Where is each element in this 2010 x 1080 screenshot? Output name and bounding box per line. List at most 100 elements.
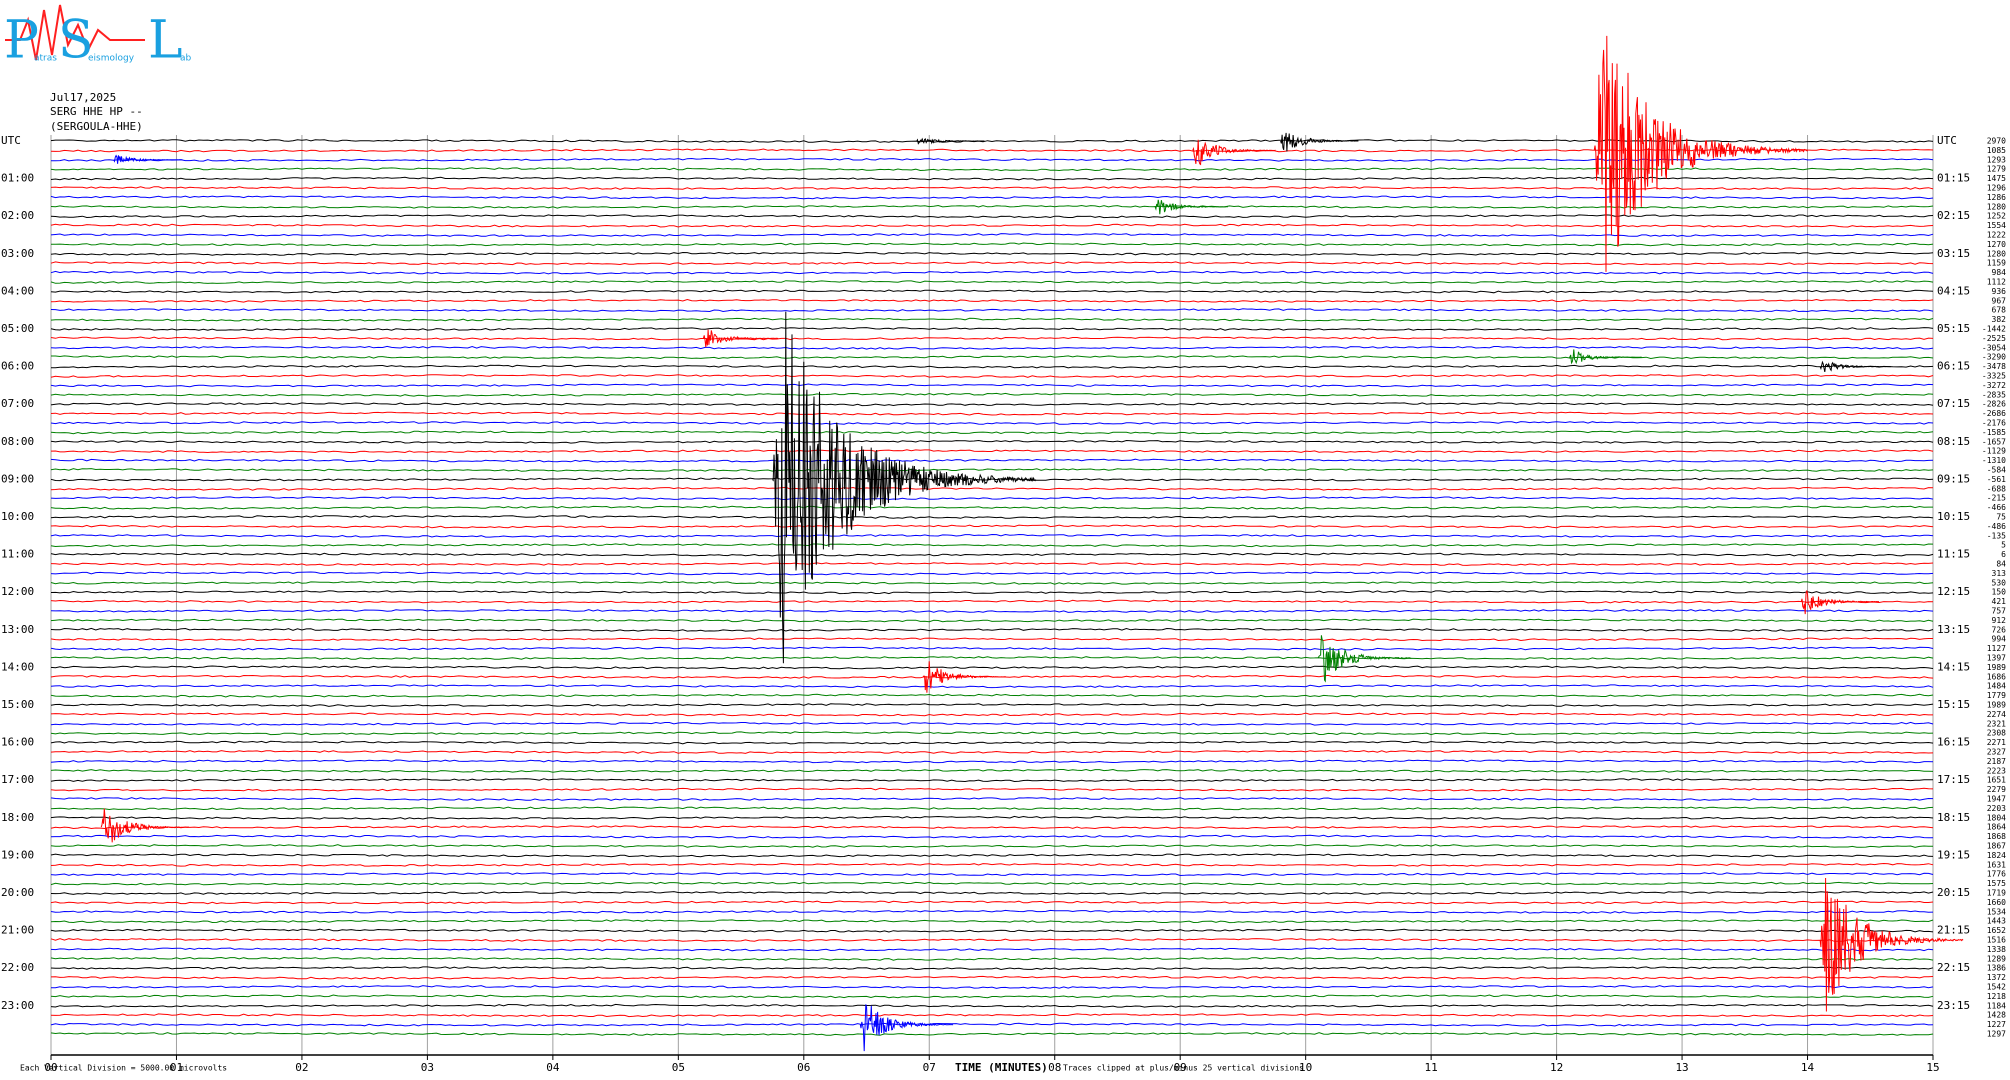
trace: [50, 740, 1934, 745]
trace: [50, 599, 1934, 604]
trace: [50, 947, 1934, 952]
trace-value: 1719: [1987, 889, 2006, 898]
trace: [50, 458, 1934, 463]
x-tick-label: 02: [295, 1061, 308, 1074]
trace: [50, 684, 1934, 689]
left-time-label: 10:00: [1, 510, 34, 523]
trace: [50, 778, 1933, 783]
trace: [50, 515, 1934, 519]
right-time-label: 16:15: [1937, 736, 1970, 749]
right-time-label: 09:15: [1937, 472, 1970, 485]
trace-value: 1989: [1987, 663, 2006, 672]
right-time-label: 08:15: [1937, 435, 1970, 448]
x-tick-label: 07: [923, 1061, 936, 1074]
trace: [50, 233, 1934, 237]
trace-value: 1296: [1987, 184, 2006, 193]
trace-value: 1652: [1987, 926, 2006, 935]
right-time-label: 22:15: [1937, 961, 1970, 974]
trace: [50, 383, 1934, 388]
right-time-label: 07:15: [1937, 397, 1970, 410]
trace: [50, 750, 1934, 754]
x-tick-label: 03: [421, 1061, 434, 1074]
trace-value: 1085: [1987, 146, 2006, 155]
trace-value: -3325: [1982, 372, 2006, 381]
trace: [50, 562, 1934, 566]
trace: [50, 392, 1934, 397]
left-time-label: 03:00: [1, 247, 34, 260]
trace: [50, 627, 1934, 632]
trace-value: 2274: [1987, 710, 2006, 719]
left-time-label: 19:00: [1, 848, 34, 861]
trace-value: -3290: [1982, 353, 2006, 362]
logo-letter: S: [58, 11, 94, 71]
trace: [50, 797, 1934, 801]
trace-value: -1585: [1982, 428, 2006, 437]
trace-value: 313: [1992, 569, 2007, 578]
trace-value: 1443: [1987, 917, 2006, 926]
trace-value: 1127: [1987, 644, 2006, 653]
trace: [50, 374, 1934, 378]
left-time-label: 02:00: [1, 209, 34, 222]
trace-value: 1779: [1987, 691, 2006, 700]
trace: [50, 571, 1934, 576]
trace-value: -2525: [1982, 334, 2006, 343]
trace: [51, 355, 1934, 360]
trace: [50, 825, 1934, 830]
trace-value: 2279: [1987, 785, 2006, 794]
right-time-label: 11:15: [1937, 548, 1970, 561]
trace: [50, 844, 1934, 848]
trace-value: 75: [1996, 513, 2006, 522]
left-time-label: 08:00: [1, 435, 34, 448]
trace: [50, 298, 1934, 303]
x-tick-label: 12: [1550, 1061, 1563, 1074]
trace-value: 1372: [1987, 973, 2006, 982]
trace-value: -2686: [1982, 409, 2006, 418]
right-time-label: 03:15: [1937, 247, 1970, 260]
trace: [50, 1003, 1934, 1008]
trace-value: 1218: [1987, 992, 2006, 1001]
trace-value: 84: [1996, 560, 2006, 569]
trace: [50, 477, 1934, 482]
trace: [50, 721, 1934, 726]
x-tick-label: 05: [672, 1061, 685, 1074]
trace: [50, 665, 1934, 670]
event-burst: [113, 154, 183, 164]
trace-value: 1227: [1987, 1020, 2006, 1029]
trace: [50, 580, 1934, 585]
trace-value: 757: [1992, 607, 2007, 616]
trace: [50, 1022, 1934, 1027]
trace: [50, 157, 1934, 162]
event-burst: [922, 661, 1006, 693]
left-time-label: 15:00: [1, 698, 34, 711]
trace: [50, 552, 1934, 557]
trace: [50, 289, 1934, 294]
x-tick-label: 14: [1801, 1061, 1815, 1074]
trace: [50, 956, 1934, 961]
left-time-label: 11:00: [1, 548, 34, 561]
trace: [51, 242, 1934, 247]
trace: [50, 609, 1934, 613]
station-name: (SERGOULA-HHE): [50, 120, 143, 133]
trace-value: 2271: [1987, 738, 2006, 747]
x-tick-label: 13: [1675, 1061, 1688, 1074]
trace-value: 1554: [1987, 221, 2006, 230]
event-burst: [1819, 360, 1891, 373]
trace: [50, 543, 1934, 548]
right-time-label: 14:15: [1937, 660, 1970, 673]
right-time-label: 17:15: [1937, 773, 1970, 786]
trace-value: 1516: [1987, 936, 2006, 945]
left-time-label: 04:00: [1, 284, 34, 297]
trace-value: 1631: [1987, 860, 2006, 869]
trace: [50, 261, 1934, 266]
trace: [50, 834, 1933, 839]
trace-value: 421: [1992, 597, 2007, 606]
trace: [50, 439, 1934, 444]
trace: [50, 270, 1934, 275]
trace: [50, 486, 1934, 491]
trace-value: 994: [1992, 635, 2007, 644]
trace-value: 1864: [1987, 823, 2006, 832]
trace: [50, 1013, 1934, 1018]
trace-value: 1280: [1987, 202, 2006, 211]
trace-value: 2203: [1987, 804, 2006, 813]
trace-value: 678: [1992, 306, 2007, 315]
